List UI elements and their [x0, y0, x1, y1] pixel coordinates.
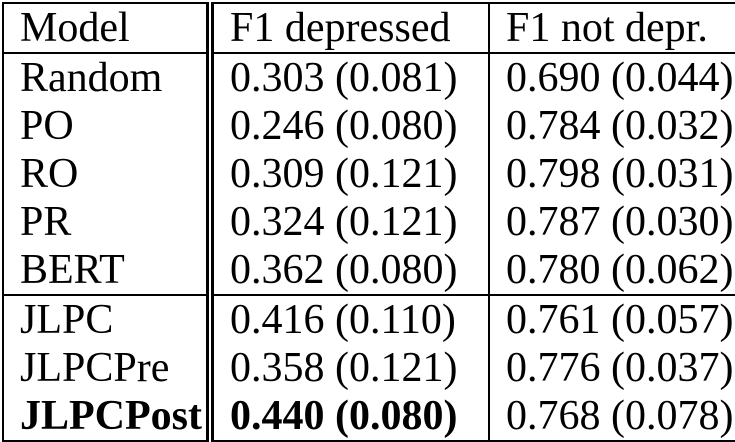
cell-f1-depressed: 0.324 (0.121)	[210, 198, 490, 246]
cell-model: PR	[3, 198, 214, 246]
cell-model: Random	[3, 53, 214, 102]
header-row: Model F1 depressed F1 not depr.	[3, 3, 735, 54]
table-row-pr: PR 0.324 (0.121) 0.787 (0.030)	[3, 198, 735, 246]
cell-f1-not-depr: 0.787 (0.030)	[506, 199, 734, 245]
cell-f1-depressed: 0.362 (0.080)	[210, 246, 490, 295]
cell-model: BERT	[3, 246, 214, 295]
cell-model: JLPCPost	[3, 392, 214, 441]
cell-f1-depressed: 0.358 (0.121)	[210, 344, 490, 392]
col-header-f1-not-depr: F1 not depr.	[489, 3, 735, 54]
cell-f1-depressed: 0.309 (0.121)	[210, 150, 490, 198]
cell-f1-depressed: 0.416 (0.110)	[210, 294, 490, 344]
cell-f1-depressed: 0.440 (0.080)	[210, 392, 490, 441]
cell-f1-not-depr: 0.780 (0.062)	[506, 247, 734, 293]
cell-f1-not-depr: 0.784 (0.032)	[506, 103, 734, 149]
cell-f1-not-depr: 0.776 (0.037)	[506, 345, 734, 391]
cell-f1-not-depr: 0.798 (0.031)	[506, 151, 734, 197]
table-row-jlpcpre: JLPCPre 0.358 (0.121) 0.776 (0.037)	[3, 344, 735, 392]
cell-model: PO	[3, 102, 214, 150]
cell-model: RO	[3, 150, 214, 198]
table-row-random: Random 0.303 (0.081) 0.690 (0.044)	[3, 53, 735, 102]
table-row-ro: RO 0.309 (0.121) 0.798 (0.031)	[3, 150, 735, 198]
cell-f1-not-depr: 0.690 (0.044)	[506, 55, 734, 101]
cell-f1-depressed: 0.246 (0.080)	[210, 102, 490, 150]
table-row-po: PO 0.246 (0.080) 0.784 (0.032)	[3, 102, 735, 150]
cell-model: JLPC	[3, 294, 214, 344]
table-row-jlpc: JLPC 0.416 (0.110) 0.761 (0.057)	[3, 294, 735, 344]
cell-f1-depressed: 0.303 (0.081)	[210, 53, 490, 102]
table-row-bert: BERT 0.362 (0.080) 0.780 (0.062)	[3, 246, 735, 295]
cell-f1-not-depr: 0.761 (0.057)	[489, 294, 735, 344]
table-row-jlpcpost: JLPCPost 0.440 (0.080) 0.768 (0.078)	[3, 392, 735, 441]
cell-model: JLPCPre	[3, 344, 214, 392]
col-header-model: Model	[3, 3, 214, 54]
col-header-f1-depressed: F1 depressed	[210, 3, 490, 54]
cell-f1-not-depr: 0.768 (0.078)	[506, 393, 734, 439]
